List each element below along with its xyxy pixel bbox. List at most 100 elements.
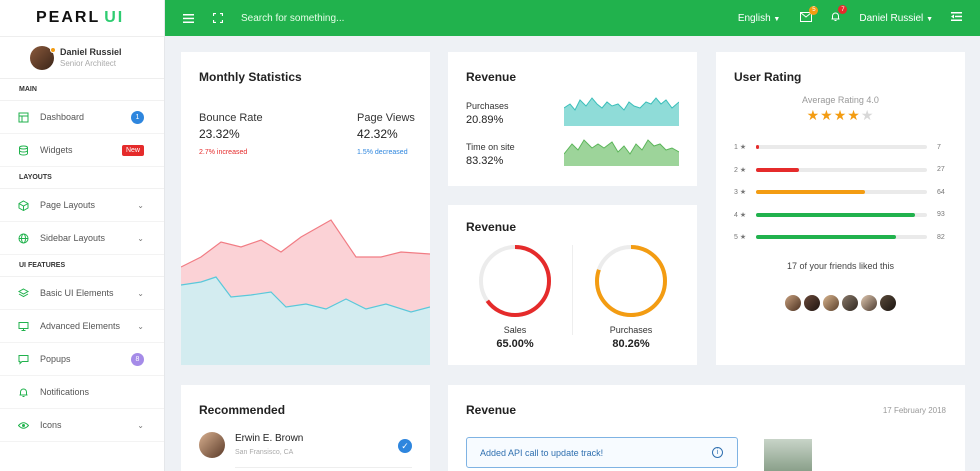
sidebar-item-icons[interactable]: Icons ⌄ <box>0 409 164 442</box>
avatar[interactable] <box>782 293 803 313</box>
sidebar-item-notifications[interactable]: Notifications <box>0 376 164 409</box>
rating-bar-fill <box>756 212 916 217</box>
card-title: Monthly Statistics <box>199 70 302 84</box>
monitor-icon <box>18 321 29 332</box>
mail-count-badge: 5 <box>809 5 819 15</box>
average-rating: Average Rating 4.0 <box>802 95 879 105</box>
profile-name: Daniel Russiel <box>60 47 122 57</box>
rating-count: 82 <box>937 233 945 241</box>
info-alert[interactable]: Added API call to update track! i <box>466 437 738 468</box>
rating-label: 4 ★ <box>734 211 747 219</box>
bounce-rate-label: Bounce Rate <box>199 112 263 124</box>
purchases-sparkline <box>564 97 679 126</box>
notifications-button[interactable]: 7 <box>830 5 848 25</box>
sidebar-item-widgets[interactable]: Widgets New <box>0 134 164 167</box>
right-menu-icon[interactable] <box>951 12 962 24</box>
layers-icon <box>18 287 29 299</box>
sidebar-item-label: Page Layouts <box>40 200 96 210</box>
rating-count: 64 <box>937 188 945 196</box>
notif-count-badge: 7 <box>838 5 848 14</box>
section-layouts: LAYOUTS <box>0 167 164 189</box>
language-selector[interactable]: English ▼ <box>738 13 781 24</box>
rating-bar-fill <box>756 235 897 240</box>
purchases-donut-arc <box>595 245 667 317</box>
mail-button[interactable]: 5 <box>800 5 819 25</box>
recommended-card: Recommended Erwin E. Brown San Fransisco… <box>181 385 430 471</box>
purchases-value: 80.26% <box>612 338 650 350</box>
chevron-down-icon: ⌄ <box>137 200 144 210</box>
sidebar-item-label: Sidebar Layouts <box>40 233 106 243</box>
friends-liked-text: 17 of your friends liked this <box>786 261 895 271</box>
sidebar-item-dashboard[interactable]: Dashboard 1 <box>0 101 164 134</box>
avatar[interactable] <box>801 293 822 313</box>
revenue-donut-card: Revenue Sales 65.00% Purchases 80.26% <box>448 205 697 365</box>
hamburger-icon[interactable] <box>181 13 195 23</box>
rating-label: 2 ★ <box>734 166 747 174</box>
star-icon: ★ <box>806 107 821 123</box>
section-ui-features: UI FEATURES <box>0 255 164 277</box>
timeline-photo[interactable] <box>764 439 812 471</box>
area-chart <box>181 219 430 365</box>
user-menu[interactable]: Daniel Russiel ▼ <box>859 13 933 24</box>
rating-label: 5 ★ <box>734 234 747 242</box>
rating-row: 5 ★ 82 <box>734 226 949 249</box>
sidebar-item-label: Advanced Elements <box>40 321 121 331</box>
avatar <box>199 432 225 458</box>
language-label: English <box>737 12 771 24</box>
search-input[interactable]: Search for something... <box>241 12 345 24</box>
logo-brand: PEARL <box>36 9 101 26</box>
rating-bar-fill <box>756 145 760 150</box>
status-dot <box>50 46 56 53</box>
user-rating-card: User Rating Average Rating 4.0 ★★★★★ 1 ★… <box>716 52 965 365</box>
logo-suffix: UI <box>104 9 125 26</box>
caret-down-icon: ▼ <box>773 15 781 23</box>
check-icon[interactable]: ✓ <box>398 439 412 453</box>
time-on-site-area <box>564 140 679 166</box>
topbar: Search for something... English ▼ 5 7 Da… <box>165 0 980 36</box>
rating-bar-fill <box>756 190 866 195</box>
rating-count: 7 <box>937 143 941 151</box>
rating-label: 3 ★ <box>734 189 747 197</box>
page-views-value: 42.32% <box>357 127 398 141</box>
star-icon: ★ <box>860 107 875 123</box>
time-on-site-line <box>564 139 679 155</box>
sidebar-item-sidebar-layouts[interactable]: Sidebar Layouts ⌄ <box>0 222 164 255</box>
dashboard-icon <box>18 112 29 123</box>
avatar[interactable] <box>820 293 841 313</box>
logo[interactable]: PEARL UI <box>0 0 164 36</box>
divider <box>235 467 412 468</box>
sidebar: PEARL UI Daniel Russiel Senior Architect… <box>0 0 165 471</box>
sidebar-profile[interactable]: Daniel Russiel Senior Architect <box>0 36 164 79</box>
page-views-note: 1.5% decreased <box>357 149 408 156</box>
sidebar-item-popups[interactable]: Popups 8 <box>0 343 164 376</box>
sidebar-item-advanced[interactable]: Advanced Elements ⌄ <box>0 310 164 343</box>
rating-count: 93 <box>937 211 945 219</box>
rating-bar <box>756 235 927 240</box>
avatar[interactable] <box>858 293 879 313</box>
chevron-down-icon: ⌄ <box>137 321 144 331</box>
avatar[interactable] <box>877 293 898 313</box>
sales-donut-arc <box>479 245 551 317</box>
sidebar-item-basic-ui[interactable]: Basic UI Elements ⌄ <box>0 277 164 310</box>
recommended-name[interactable]: Erwin E. Brown <box>235 433 304 444</box>
purchases-label: Purchases <box>609 325 653 335</box>
time-on-site-value: 83.32% <box>466 155 504 167</box>
globe-icon <box>18 233 29 244</box>
fullscreen-icon[interactable] <box>211 13 225 23</box>
rating-row: 3 ★ 64 <box>734 181 949 204</box>
time-on-site-sparkline <box>564 139 679 166</box>
revenue-timeline-card: Revenue 17 February 2018 Added API call … <box>448 385 965 471</box>
alert-text: Added API call to update track! <box>480 447 604 458</box>
rating-breakdown: 1 ★ 7 2 ★ 27 3 ★ 64 4 ★ 93 5 ★ 82 <box>734 136 949 249</box>
message-icon <box>18 354 29 365</box>
avatar[interactable] <box>839 293 860 313</box>
recommended-location: San Fransisco, CA <box>235 449 294 456</box>
divider <box>572 245 573 335</box>
sidebar-item-page-layouts[interactable]: Page Layouts ⌄ <box>0 189 164 222</box>
section-main: MAIN <box>0 79 164 101</box>
bell-icon <box>18 387 29 398</box>
database-icon <box>18 145 29 156</box>
purchases-area <box>564 98 679 126</box>
views-line <box>181 276 430 313</box>
bounce-rate-value: 23.32% <box>199 127 240 141</box>
